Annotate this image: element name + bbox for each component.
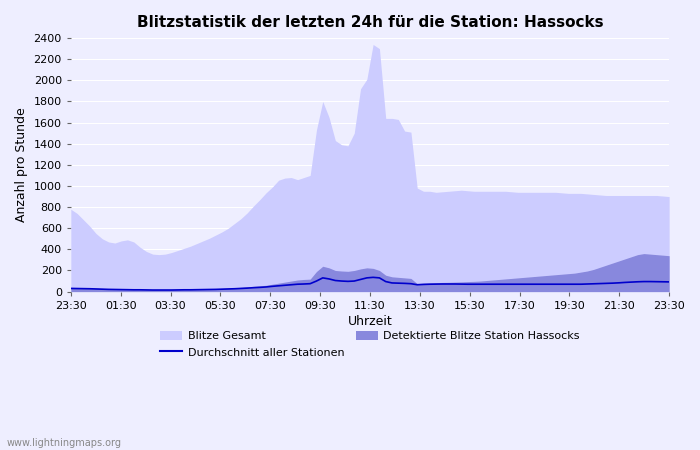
Text: www.lightningmaps.org: www.lightningmaps.org <box>7 438 122 448</box>
X-axis label: Uhrzeit: Uhrzeit <box>348 315 393 328</box>
Title: Blitzstatistik der letzten 24h für die Station: Hassocks: Blitzstatistik der letzten 24h für die S… <box>136 15 603 30</box>
Legend: Blitze Gesamt, Durchschnitt aller Stationen, Detektierte Blitze Station Hassocks: Blitze Gesamt, Durchschnitt aller Statio… <box>155 326 584 362</box>
Y-axis label: Anzahl pro Stunde: Anzahl pro Stunde <box>15 108 28 222</box>
